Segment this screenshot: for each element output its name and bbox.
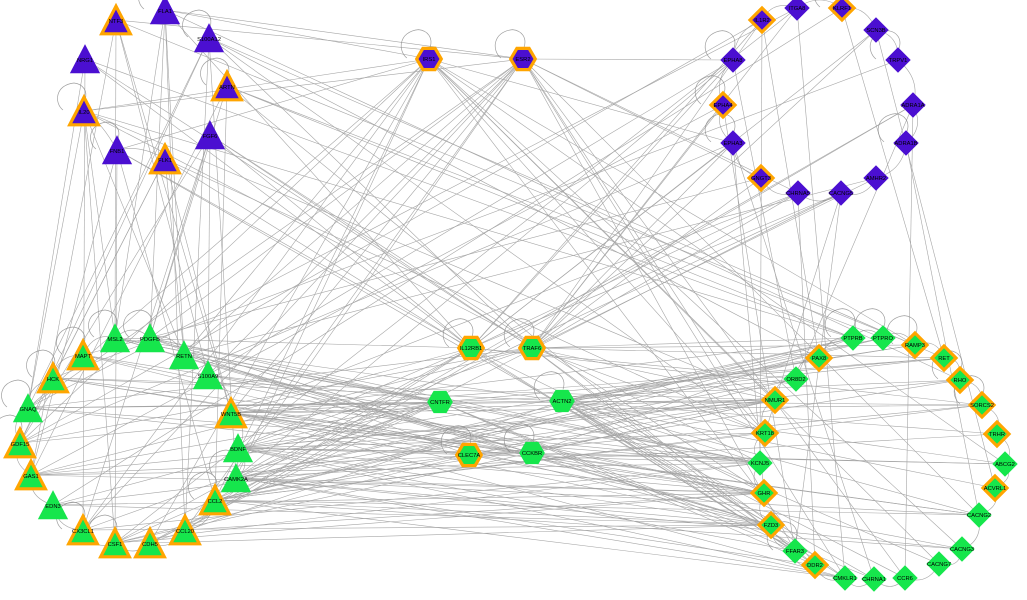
svg-text:S100A12: S100A12	[197, 37, 221, 43]
svg-text:SORCS2: SORCS2	[970, 403, 994, 409]
svg-text:GNAQ: GNAQ	[19, 407, 37, 413]
svg-text:ACTN2: ACTN2	[552, 399, 571, 405]
svg-text:GNGT3: GNGT3	[751, 176, 771, 182]
svg-text:IL12RB1: IL12RB1	[460, 346, 483, 352]
svg-text:FLA1: FLA1	[158, 9, 172, 15]
svg-text:NRG1: NRG1	[77, 58, 93, 64]
svg-text:EDN3: EDN3	[45, 504, 60, 510]
svg-text:CCKBR: CCKBR	[522, 451, 542, 457]
svg-text:PTPRO: PTPRO	[873, 336, 893, 342]
svg-text:RETN: RETN	[176, 354, 192, 360]
svg-text:KRT18: KRT18	[756, 431, 774, 437]
svg-text:CHRNA5: CHRNA5	[786, 191, 810, 197]
svg-text:ADRA1A: ADRA1A	[901, 103, 924, 109]
svg-text:CCL2: CCL2	[208, 499, 223, 505]
svg-text:NMUR1: NMUR1	[765, 398, 786, 404]
svg-text:CDH5: CDH5	[142, 542, 158, 548]
svg-text:IRS1: IRS1	[423, 57, 436, 63]
svg-text:RHO: RHO	[954, 378, 967, 384]
svg-text:RET: RET	[938, 356, 950, 362]
svg-text:CHRNA1: CHRNA1	[862, 577, 886, 583]
svg-text:EPHA8: EPHA8	[723, 58, 742, 64]
svg-text:CCR6: CCR6	[897, 576, 913, 582]
svg-text:PDGFB: PDGFB	[140, 337, 160, 343]
svg-text:CLEC7A: CLEC7A	[458, 453, 481, 459]
svg-text:BDNF: BDNF	[230, 447, 246, 453]
svg-text:PAX8: PAX8	[812, 356, 826, 362]
svg-text:CNTFR: CNTFR	[430, 400, 450, 406]
svg-text:TRHR: TRHR	[989, 432, 1005, 438]
svg-text:AMHR2: AMHR2	[866, 176, 886, 182]
svg-text:CACNG5: CACNG5	[829, 191, 853, 197]
svg-text:EPHA3: EPHA3	[723, 141, 742, 147]
svg-text:EPHA4: EPHA4	[713, 103, 733, 109]
svg-text:CACNG7: CACNG7	[927, 562, 951, 568]
svg-text:FGF6: FGF6	[203, 134, 218, 140]
svg-text:ABCG2: ABCG2	[995, 462, 1015, 468]
svg-text:CSF1: CSF1	[108, 542, 123, 548]
svg-text:CACNG3: CACNG3	[950, 547, 974, 553]
svg-text:IL1R2: IL1R2	[754, 18, 769, 24]
svg-text:GDF15: GDF15	[11, 442, 30, 448]
svg-text:WNT5B: WNT5B	[221, 412, 241, 418]
svg-text:FZD3: FZD3	[764, 523, 779, 529]
svg-text:CACNG2: CACNG2	[967, 513, 991, 519]
svg-text:HCK: HCK	[47, 377, 59, 383]
svg-text:FLK1: FLK1	[158, 158, 172, 164]
svg-text:KCNJ5: KCNJ5	[751, 461, 769, 467]
svg-text:TRPV1: TRPV1	[889, 58, 908, 64]
svg-text:IL20: IL20	[78, 110, 89, 116]
svg-text:GAS1: GAS1	[23, 474, 38, 480]
svg-text:CCL20: CCL20	[176, 529, 194, 535]
svg-text:NTF3: NTF3	[109, 19, 124, 25]
svg-text:ARTN: ARTN	[219, 85, 235, 91]
svg-text:ESR2: ESR2	[515, 57, 530, 63]
svg-text:ADRA1B: ADRA1B	[894, 141, 917, 147]
svg-text:OR8D2: OR8D2	[786, 377, 805, 383]
svg-text:KLRF1: KLRF1	[833, 6, 851, 12]
svg-text:MSL2: MSL2	[107, 337, 122, 343]
svg-text:GHR: GHR	[758, 491, 771, 497]
svg-text:S100A9: S100A9	[198, 374, 219, 380]
svg-text:ACVRL1: ACVRL1	[984, 486, 1007, 492]
svg-text:FNB1: FNB1	[110, 149, 125, 155]
svg-text:PTPRB: PTPRB	[843, 336, 862, 342]
svg-text:ITGA8: ITGA8	[789, 6, 806, 12]
svg-text:DDR2: DDR2	[807, 563, 823, 569]
svg-text:RAMP3: RAMP3	[905, 343, 925, 349]
svg-text:SCN3B: SCN3B	[866, 28, 885, 34]
svg-text:CMKLR1: CMKLR1	[833, 576, 857, 582]
svg-text:CX3CL1: CX3CL1	[72, 529, 94, 535]
svg-text:CAMK2A: CAMK2A	[224, 477, 248, 483]
svg-text:MAPT: MAPT	[75, 354, 92, 360]
svg-text:FFAR3: FFAR3	[786, 549, 804, 555]
svg-text:TRAF6: TRAF6	[523, 346, 541, 352]
